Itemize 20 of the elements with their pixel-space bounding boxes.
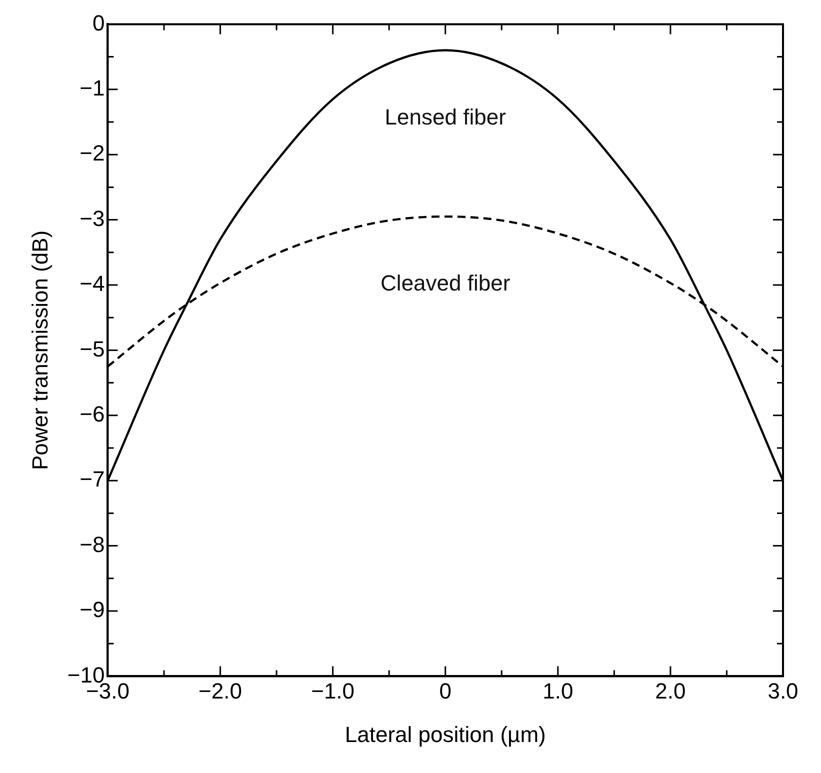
y-tick-label: −8: [80, 532, 105, 557]
x-axis-title: Lateral position (µm): [344, 722, 546, 747]
x-tick-label: 1.0: [542, 678, 574, 704]
series-label: Lensed fiber: [384, 104, 506, 130]
x-tick-label: 0: [439, 678, 452, 704]
x-tick-label: −2.0: [198, 678, 242, 704]
y-tick-label: −9: [80, 597, 105, 622]
y-tick-label: 0: [92, 10, 105, 36]
y-tick-label: −5: [80, 336, 105, 362]
y-tick-label: −2: [80, 140, 105, 166]
x-tick-label: 2.0: [655, 678, 686, 704]
y-tick-label: −7: [80, 466, 105, 492]
x-tick-label: −1.0: [311, 678, 355, 704]
y-tick-label: −4: [80, 271, 105, 296]
y-axis-title: Power transmission (dB): [27, 230, 52, 470]
x-tick-label: 3.0: [768, 678, 798, 704]
text: Cleaved fiber: [380, 270, 510, 296]
y-tick-label: −6: [80, 401, 105, 426]
y-tick-label: −3: [80, 206, 105, 231]
y-tick-label: −1: [80, 75, 105, 100]
